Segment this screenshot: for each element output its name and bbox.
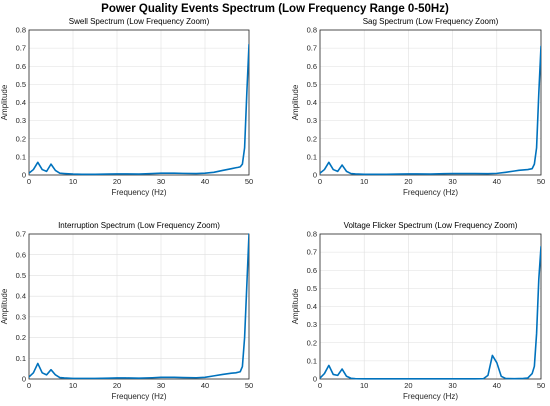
subplot-2: 0 0.1 0.2 0.3 0.4 0.5 0.6 0.7 0.8 0 10 20 30 40 50 Sag …: [291, 17, 545, 197]
y-tick-label: 0.3: [16, 116, 26, 125]
x-tick-label: 20: [113, 177, 121, 186]
figure-title: Power Quality Events Spectrum (Low Frequ…: [101, 3, 449, 15]
y-tick-label: 0.8: [307, 230, 317, 239]
y-tick-label: 0.7: [16, 230, 26, 239]
x-tick-label: 20: [113, 381, 121, 390]
y-tick-label: 0.4: [16, 98, 26, 107]
subplot-3: 0 0.1 0.2 0.3 0.4 0.5 0.6 0.7 0 10 20 30 40 50 Interru…: [0, 221, 253, 401]
x-tick-label: 20: [404, 177, 412, 186]
axes-frame: [28, 29, 250, 176]
x-tick-label: 40: [201, 381, 209, 390]
spectrum-line: [29, 233, 249, 380]
y-tick-label: 0.2: [16, 333, 26, 342]
y-tick-label: 0.5: [16, 80, 26, 89]
x-tick-label: 40: [493, 381, 501, 390]
spectrum-line: [320, 45, 541, 176]
y-tick-label: 0.1: [307, 152, 317, 161]
y-tick-label: 0.3: [307, 116, 317, 125]
spectrum-line: [29, 43, 249, 176]
x-tick-label: 40: [201, 177, 209, 186]
y-tick-label: 0.2: [307, 134, 317, 143]
x-tick-label: 0: [318, 381, 322, 390]
y-tick-label: 0.6: [307, 266, 317, 275]
x-tick-label: 50: [537, 177, 545, 186]
x-tick-label: 30: [448, 381, 456, 390]
y-tick-label: 0.7: [307, 248, 317, 257]
y-tick-label: 0.2: [16, 134, 26, 143]
subplot-panels: 0 0.1 0.2 0.3 0.4 0.5 0.6 0.7 0.8 0 10 20 30 40 50 Swel…: [0, 17, 545, 401]
x-axis-label: Frequency (Hz): [403, 392, 458, 401]
y-tick-label: 0.6: [16, 250, 26, 259]
y-tick-label: 0.1: [16, 152, 26, 161]
x-tick-label: 30: [157, 381, 165, 390]
axes-frame: [28, 233, 250, 380]
subplot-title: Voltage Flicker Spectrum (Low Frequency …: [344, 221, 518, 230]
y-tick-label: 0.3: [307, 320, 317, 329]
y-tick-label: 0.1: [16, 354, 26, 363]
x-tick-label: 40: [493, 177, 501, 186]
y-tick-label: 0.6: [307, 62, 317, 71]
y-tick-label: 0.4: [307, 302, 317, 311]
y-tick-label: 0.6: [16, 62, 26, 71]
y-axis-label: Amplitude: [291, 84, 300, 120]
y-tick-label: 0.5: [307, 80, 317, 89]
spectrum-line: [320, 245, 541, 380]
subplot-title: Interruption Spectrum (Low Frequency Zoo…: [58, 221, 220, 230]
x-tick-label: 10: [69, 381, 77, 390]
y-tick-label: 0.7: [307, 44, 317, 53]
x-tick-label: 30: [157, 177, 165, 186]
x-tick-label: 50: [245, 381, 253, 390]
y-tick-label: 0: [22, 171, 26, 180]
y-tick-label: 0.1: [307, 356, 317, 365]
x-tick-label: 0: [27, 381, 31, 390]
y-tick-label: 0.4: [307, 98, 317, 107]
y-axis-label: Amplitude: [0, 84, 9, 120]
x-tick-label: 30: [448, 177, 456, 186]
x-tick-label: 0: [318, 177, 322, 186]
axes-frame: [319, 29, 542, 176]
subplot-4: 0 0.1 0.2 0.3 0.4 0.5 0.6 0.7 0.8 0 10 20 30 40 50 Volt…: [291, 221, 545, 401]
x-tick-label: 10: [360, 381, 368, 390]
y-tick-label: 0: [313, 375, 317, 384]
y-tick-label: 0.5: [16, 271, 26, 280]
y-tick-label: 0.5: [307, 284, 317, 293]
y-tick-label: 0.8: [16, 26, 26, 35]
x-tick-label: 0: [27, 177, 31, 186]
subplot-1: 0 0.1 0.2 0.3 0.4 0.5 0.6 0.7 0.8 0 10 20 30 40 50 Swel…: [0, 17, 253, 197]
x-tick-label: 10: [69, 177, 77, 186]
x-tick-label: 10: [360, 177, 368, 186]
y-tick-label: 0.3: [16, 312, 26, 321]
x-tick-label: 50: [537, 381, 545, 390]
x-axis-label: Frequency (Hz): [403, 188, 458, 197]
x-axis-label: Frequency (Hz): [111, 188, 166, 197]
y-tick-label: 0.7: [16, 44, 26, 53]
y-tick-label: 0.2: [307, 338, 317, 347]
x-tick-label: 50: [245, 177, 253, 186]
x-axis-label: Frequency (Hz): [111, 392, 166, 401]
x-tick-label: 20: [404, 381, 412, 390]
y-axis-label: Amplitude: [0, 288, 9, 324]
y-tick-label: 0: [313, 171, 317, 180]
y-axis-label: Amplitude: [291, 288, 300, 324]
y-tick-label: 0: [22, 375, 26, 384]
y-tick-label: 0.8: [307, 26, 317, 35]
y-tick-label: 0.4: [16, 292, 26, 301]
subplot-title: Swell Spectrum (Low Frequency Zoom): [69, 17, 210, 26]
subplot-title: Sag Spectrum (Low Frequency Zoom): [363, 17, 499, 26]
